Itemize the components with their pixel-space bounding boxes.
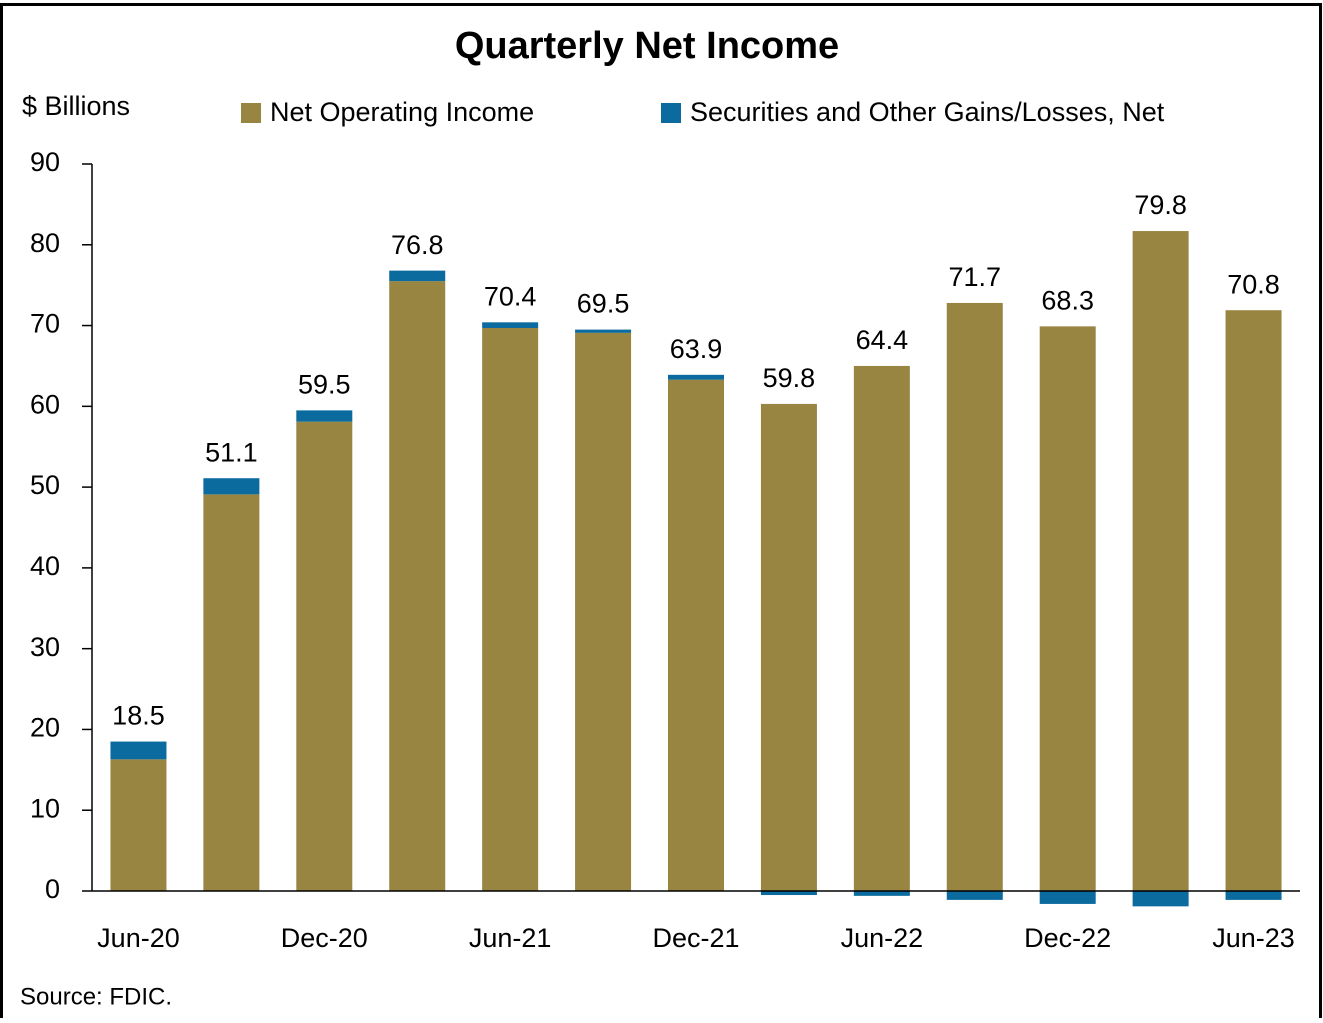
y-tick-label: 40 xyxy=(30,551,60,581)
bar-segment xyxy=(203,494,260,891)
data-label: 70.4 xyxy=(484,281,537,311)
bar-segment xyxy=(575,329,632,333)
legend-label: Net Operating Income xyxy=(270,97,534,127)
x-tick-label: Jun-22 xyxy=(841,923,924,953)
y-tick-label: 20 xyxy=(30,713,60,743)
data-label: 71.7 xyxy=(948,262,1001,292)
data-label: 63.9 xyxy=(670,334,723,364)
y-axis-label: $ Billions xyxy=(22,91,130,121)
bar-segment xyxy=(389,281,446,891)
y-tick-label: 0 xyxy=(45,874,60,904)
bar-segment xyxy=(1132,891,1189,907)
bar-segment xyxy=(760,891,817,896)
data-label: 69.5 xyxy=(577,289,630,319)
chart-title: Quarterly Net Income xyxy=(455,25,839,67)
x-tick-label: Dec-21 xyxy=(652,923,739,953)
bar-segment xyxy=(482,327,539,891)
frame xyxy=(0,3,1322,1023)
bar-segment xyxy=(853,891,910,896)
bar-segment xyxy=(482,322,539,328)
x-tick-label: Dec-20 xyxy=(281,923,368,953)
bar-segment xyxy=(1039,326,1096,891)
bar-segment xyxy=(946,891,1003,900)
legend-label: Securities and Other Gains/Losses, Net xyxy=(690,97,1165,127)
bar-segment xyxy=(1225,310,1282,891)
data-label: 59.5 xyxy=(298,369,351,399)
bar-segment xyxy=(203,478,260,495)
bar-segment xyxy=(668,374,724,380)
data-label: 51.1 xyxy=(205,437,258,467)
bar-segment xyxy=(853,365,910,891)
x-tick-label: Jun-23 xyxy=(1212,923,1295,953)
y-tick-label: 70 xyxy=(30,309,60,339)
data-label: 18.5 xyxy=(112,701,165,731)
data-label: 76.8 xyxy=(391,230,444,260)
data-label: 64.4 xyxy=(856,325,909,355)
bar-segment xyxy=(575,332,632,891)
bar-segment xyxy=(296,421,353,891)
x-tick-label: Jun-21 xyxy=(469,923,552,953)
bar-segment xyxy=(296,410,353,422)
legend-swatch xyxy=(661,103,681,123)
bar-segment xyxy=(1132,231,1189,892)
y-tick-label: 50 xyxy=(30,470,60,500)
data-label: 59.8 xyxy=(763,363,816,393)
bar-segment xyxy=(1225,891,1282,900)
bar-segment xyxy=(110,741,167,760)
y-tick-label: 10 xyxy=(30,793,60,823)
data-label: 68.3 xyxy=(1041,285,1094,315)
data-label: 70.8 xyxy=(1227,269,1280,299)
bar-segment xyxy=(110,759,167,891)
bar-segment xyxy=(389,270,446,282)
bar-segment xyxy=(1039,891,1096,904)
y-tick-label: 80 xyxy=(30,228,60,258)
x-tick-label: Dec-22 xyxy=(1024,923,1111,953)
bar-segment xyxy=(760,403,817,891)
bar-segment xyxy=(946,302,1003,892)
y-tick-label: 90 xyxy=(30,147,60,177)
data-label: 79.8 xyxy=(1134,190,1187,220)
legend-swatch xyxy=(241,103,261,123)
y-tick-label: 30 xyxy=(30,632,60,662)
bar-segment xyxy=(668,379,724,891)
x-tick-label: Jun-20 xyxy=(97,923,180,953)
y-tick-label: 60 xyxy=(30,389,60,419)
source: Source: FDIC. xyxy=(20,983,172,1010)
